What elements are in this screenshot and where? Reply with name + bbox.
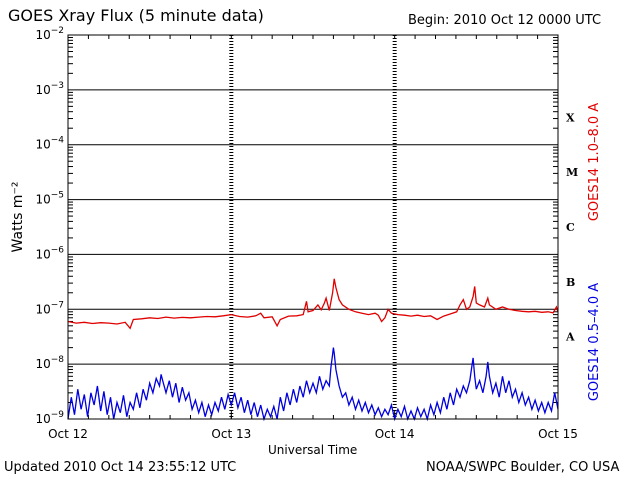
- y-tick-label: 10−6: [35, 245, 64, 261]
- y-tick-base: 10: [35, 83, 50, 97]
- grid-lines: [68, 34, 558, 420]
- chart-title: GOES Xray Flux (5 minute data): [8, 6, 264, 25]
- x-tick-label: Oct 13: [211, 427, 251, 441]
- y-tick-label: 10−8: [35, 355, 64, 371]
- x-tick-label: Oct 14: [375, 427, 415, 441]
- legend-long-channel: GOES14 1.0–8.0 A: [587, 103, 602, 221]
- y-tick-exponent: −6: [51, 245, 65, 255]
- flare-class-B: B: [566, 276, 575, 289]
- y-tick-label: 10−7: [35, 300, 64, 316]
- y-tick-exponent: −7: [51, 300, 64, 310]
- y-tick-base: 10: [35, 302, 50, 316]
- y-tick-base: 10: [35, 412, 50, 426]
- y-tick-labels: 10−910−810−710−610−510−410−310−2: [35, 26, 64, 426]
- y-tick-base: 10: [35, 28, 50, 42]
- y-tick-label: 10−4: [35, 136, 64, 152]
- x-tick-label: Oct 15: [538, 427, 578, 441]
- series-line-long: [67, 278, 559, 330]
- data-series: [67, 278, 559, 422]
- credit-label: NOAA/SWPC Boulder, CO USA: [426, 460, 620, 475]
- y-tick-base: 10: [35, 357, 50, 371]
- y-axis-label: Watts m⁻²: [10, 182, 26, 253]
- y-tick-exponent: −4: [51, 136, 65, 146]
- y-tick-base: 10: [35, 138, 50, 152]
- y-tick-exponent: −5: [51, 191, 64, 201]
- x-axis-label: Universal Time: [268, 443, 358, 457]
- x-tick-labels: Oct 12 Oct 13 Oct 14 Oct 15: [48, 427, 578, 441]
- flare-class-C: C: [566, 221, 575, 234]
- y-tick-exponent: −9: [51, 410, 65, 420]
- y-tick-exponent: −2: [51, 26, 64, 36]
- flare-class-X: X: [566, 111, 575, 124]
- y-tick-exponent: −8: [51, 355, 65, 365]
- flare-class-labels: A B C M X: [565, 111, 578, 343]
- x-tick-label: Oct 12: [48, 427, 88, 441]
- flare-class-M: M: [566, 166, 578, 179]
- y-axis-label-text: Watts m⁻²: [10, 182, 26, 253]
- plot-frame: [67, 34, 559, 420]
- legend-short-channel: GOES14 0.5–4.0 A: [587, 283, 602, 401]
- y-tick-exponent: −3: [51, 81, 64, 91]
- begin-time: Begin: 2010 Oct 12 0000 UTC: [408, 13, 602, 28]
- y-tick-base: 10: [35, 247, 50, 261]
- y-tick-label: 10−5: [35, 191, 64, 207]
- flare-class-A: A: [565, 331, 575, 344]
- updated-timestamp: Updated 2010 Oct 14 23:55:12 UTC: [4, 460, 237, 475]
- y-tick-label: 10−3: [35, 81, 64, 97]
- y-tick-label: 10−9: [35, 410, 64, 426]
- y-tick-label: 10−2: [35, 26, 64, 42]
- series-line-short: [67, 347, 559, 422]
- axis-ticks: [67, 35, 559, 419]
- y-tick-base: 10: [35, 193, 50, 207]
